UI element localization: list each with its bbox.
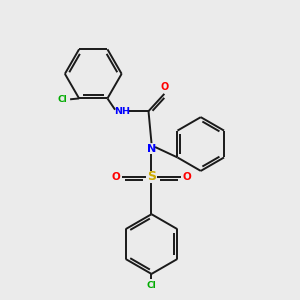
Text: Cl: Cl [147,281,156,290]
Text: NH: NH [114,107,130,116]
Text: O: O [161,82,169,92]
Text: Cl: Cl [58,95,68,104]
Text: S: S [147,170,156,183]
Text: O: O [111,172,120,182]
Text: O: O [183,172,192,182]
Text: N: N [147,143,156,154]
